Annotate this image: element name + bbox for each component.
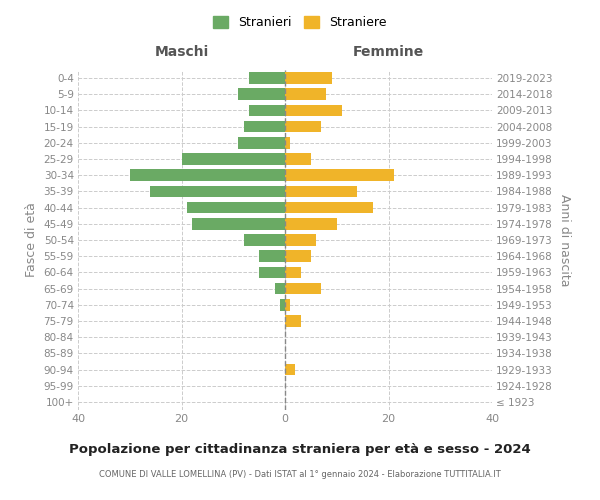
- Bar: [249, 72, 285, 84]
- Bar: [244, 234, 285, 246]
- Bar: [285, 266, 301, 278]
- Bar: [285, 218, 337, 230]
- Bar: [275, 282, 285, 294]
- Text: COMUNE DI VALLE LOMELLINA (PV) - Dati ISTAT al 1° gennaio 2024 - Elaborazione TU: COMUNE DI VALLE LOMELLINA (PV) - Dati IS…: [99, 470, 501, 479]
- Bar: [285, 186, 358, 198]
- Bar: [192, 218, 285, 230]
- Bar: [259, 266, 285, 278]
- Bar: [285, 202, 373, 213]
- Bar: [285, 299, 290, 310]
- Bar: [238, 88, 285, 100]
- Bar: [280, 299, 285, 310]
- Text: Popolazione per cittadinanza straniera per età e sesso - 2024: Popolazione per cittadinanza straniera p…: [69, 442, 531, 456]
- Bar: [285, 137, 290, 148]
- Text: Maschi: Maschi: [154, 44, 209, 59]
- Bar: [285, 121, 321, 132]
- Bar: [285, 364, 295, 376]
- Bar: [285, 72, 332, 84]
- Bar: [285, 170, 394, 181]
- Text: Femmine: Femmine: [353, 44, 424, 59]
- Bar: [151, 186, 285, 198]
- Bar: [285, 88, 326, 100]
- Bar: [187, 202, 285, 213]
- Bar: [285, 104, 342, 117]
- Legend: Stranieri, Straniere: Stranieri, Straniere: [208, 11, 392, 34]
- Bar: [285, 153, 311, 165]
- Y-axis label: Fasce di età: Fasce di età: [25, 202, 38, 278]
- Bar: [285, 282, 321, 294]
- Bar: [285, 315, 301, 327]
- Bar: [238, 137, 285, 148]
- Bar: [259, 250, 285, 262]
- Bar: [285, 234, 316, 246]
- Bar: [285, 250, 311, 262]
- Bar: [249, 104, 285, 117]
- Bar: [182, 153, 285, 165]
- Y-axis label: Anni di nascita: Anni di nascita: [559, 194, 571, 286]
- Bar: [244, 121, 285, 132]
- Bar: [130, 170, 285, 181]
